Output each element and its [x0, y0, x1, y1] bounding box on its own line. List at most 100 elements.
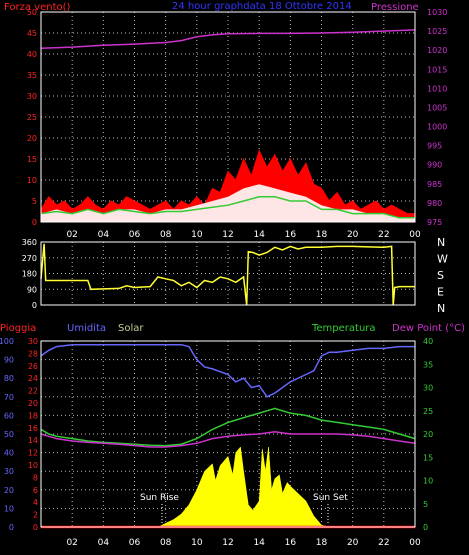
- wind-axis-label: Forza vento(): [4, 2, 71, 13]
- solar-label: Solar: [118, 323, 144, 334]
- pressure-ytick-label: 985: [427, 180, 442, 189]
- pressure-ytick-label: 995: [427, 142, 442, 151]
- compass-label: N: [437, 236, 445, 249]
- rain-ytick-label: 4: [33, 498, 38, 507]
- pressure-ytick-label: 1025: [427, 27, 447, 36]
- wind-ytick-label: 35: [27, 71, 37, 80]
- climate-xtick-label: 06: [129, 538, 141, 548]
- rain-ytick-label: 16: [28, 424, 38, 433]
- humidity-ytick-label: 60: [4, 411, 14, 420]
- pressure-line: [40, 29, 416, 50]
- wind-ytick-label: 50: [27, 8, 37, 17]
- wind-ytick-label: 0: [32, 218, 37, 227]
- humidity-line: [40, 343, 415, 398]
- pressure-yticks: 975 980 985 990 995 1000 1005 1010 1015 1020 1025 1…: [427, 8, 447, 227]
- dew-point-line: [40, 430, 416, 448]
- humidity-ytick-label: 10: [4, 504, 14, 513]
- wind-xtick-label: 22: [378, 230, 389, 240]
- climate-xtick-label: 18: [316, 538, 328, 548]
- climate-xtick-label: 04: [98, 538, 110, 548]
- wind-speed-area: [40, 149, 416, 223]
- rain-label: Pioggia: [0, 323, 36, 334]
- rain-ytick-label: 6: [33, 486, 38, 495]
- direction-yticks: 0 90 180 270 360: [22, 238, 37, 310]
- temperature-line: [40, 407, 416, 447]
- rain-ytick-label: 26: [28, 362, 38, 371]
- compass-label: S: [437, 269, 444, 282]
- pressure-ytick-label: 1020: [427, 46, 447, 55]
- direction-grid: [41, 242, 415, 305]
- temperature-ytick-label: 0: [423, 523, 428, 532]
- rain-ytick-label: 24: [28, 374, 38, 383]
- wind-xtick-label: 02: [66, 230, 77, 240]
- humidity-label: Umidita: [67, 323, 106, 334]
- wind-xtick-label: 18: [316, 230, 328, 240]
- humidity-ytick-label: 40: [4, 449, 14, 458]
- humidity-ytick-label: 70: [4, 393, 14, 402]
- pressure-ytick-label: 990: [427, 161, 442, 170]
- wind-ytick-label: 30: [27, 92, 37, 101]
- wind-ytick-label: 45: [27, 29, 37, 38]
- compass-label: E: [437, 286, 444, 299]
- wind-average-line: [40, 196, 415, 219]
- temperature-ytick-label: 20: [423, 430, 433, 439]
- wind-ytick-label: 40: [27, 50, 37, 59]
- wind-yticks: 0 5 10 15 20 25 30 35 40 45 50: [27, 8, 37, 227]
- humidity-ytick-label: 30: [4, 467, 14, 476]
- temperature-ytick-label: 40: [423, 337, 433, 346]
- direction-ytick-label: 90: [27, 285, 37, 294]
- rain-ytick-label: 8: [33, 473, 38, 482]
- temperature-ytick-label: 5: [423, 500, 428, 509]
- sunrise-annotation: Sun Rise: [140, 493, 179, 503]
- humidity-ytick-label: 0: [9, 523, 14, 532]
- humidity-ytick-label: 80: [4, 374, 14, 383]
- direction-ytick-label: 360: [22, 238, 37, 247]
- wind-xtick-label: 12: [222, 230, 233, 240]
- wind-xtick-label: 00: [409, 230, 421, 240]
- direction-marks: [40, 243, 415, 306]
- temperature-ytick-label: 25: [423, 407, 433, 416]
- climate-frame: [40, 340, 416, 528]
- wind-xtick-label: 20: [347, 230, 359, 240]
- wind-ytick-label: 20: [27, 134, 37, 143]
- rain-ytick-label: 30: [28, 337, 38, 346]
- wind-xtick-label: 06: [129, 230, 141, 240]
- climate-xtick-label: 08: [160, 538, 172, 548]
- climate-xtick-label: 00: [409, 538, 421, 548]
- humidity-ytick-label: 100: [0, 337, 14, 346]
- chart-title: 24 hour graphdata 18 Ottobre 2014: [172, 1, 352, 12]
- direction-ytick-label: 0: [32, 301, 37, 310]
- wind-pressure-frame: [40, 11, 416, 223]
- compass-label: N: [437, 302, 445, 315]
- climate-xtick-label: 16: [285, 538, 297, 548]
- wind-xticks: 02 04 06 08 10 12 14 16 18 20 22 00: [66, 230, 421, 240]
- pressure-ytick-label: 1030: [427, 8, 447, 17]
- direction-frame: [40, 241, 416, 306]
- rain-ytick-label: 20: [28, 399, 38, 408]
- wind-xtick-label: 08: [160, 230, 172, 240]
- pressure-ytick-label: 975: [427, 218, 442, 227]
- rain-ytick-label: 28: [28, 349, 38, 358]
- wind-xtick-label: 04: [98, 230, 110, 240]
- humidity-ytick-label: 20: [4, 486, 14, 495]
- wind-pressure-grid: [41, 12, 415, 222]
- climate-xtick-label: 02: [66, 538, 77, 548]
- pressure-ytick-label: 1015: [427, 65, 447, 74]
- temperature-ytick-label: 15: [423, 453, 433, 462]
- rain-ytick-label: 14: [28, 436, 38, 445]
- climate-xtick-label: 22: [378, 538, 389, 548]
- wind-ytick-label: 15: [27, 155, 37, 164]
- climate-xtick-label: 10: [191, 538, 203, 548]
- climate-xtick-label: 20: [347, 538, 359, 548]
- humidity-ytick-label: 50: [4, 430, 14, 439]
- wind-ytick-label: 10: [27, 176, 37, 185]
- humidity-ytick-label: 90: [4, 356, 14, 365]
- humidity-yticks: 0 10 20 30 40 50 60 70 80 90 100: [0, 337, 14, 532]
- rain-ytick-label: 0: [33, 523, 38, 532]
- wind-ytick-label: 25: [27, 113, 37, 122]
